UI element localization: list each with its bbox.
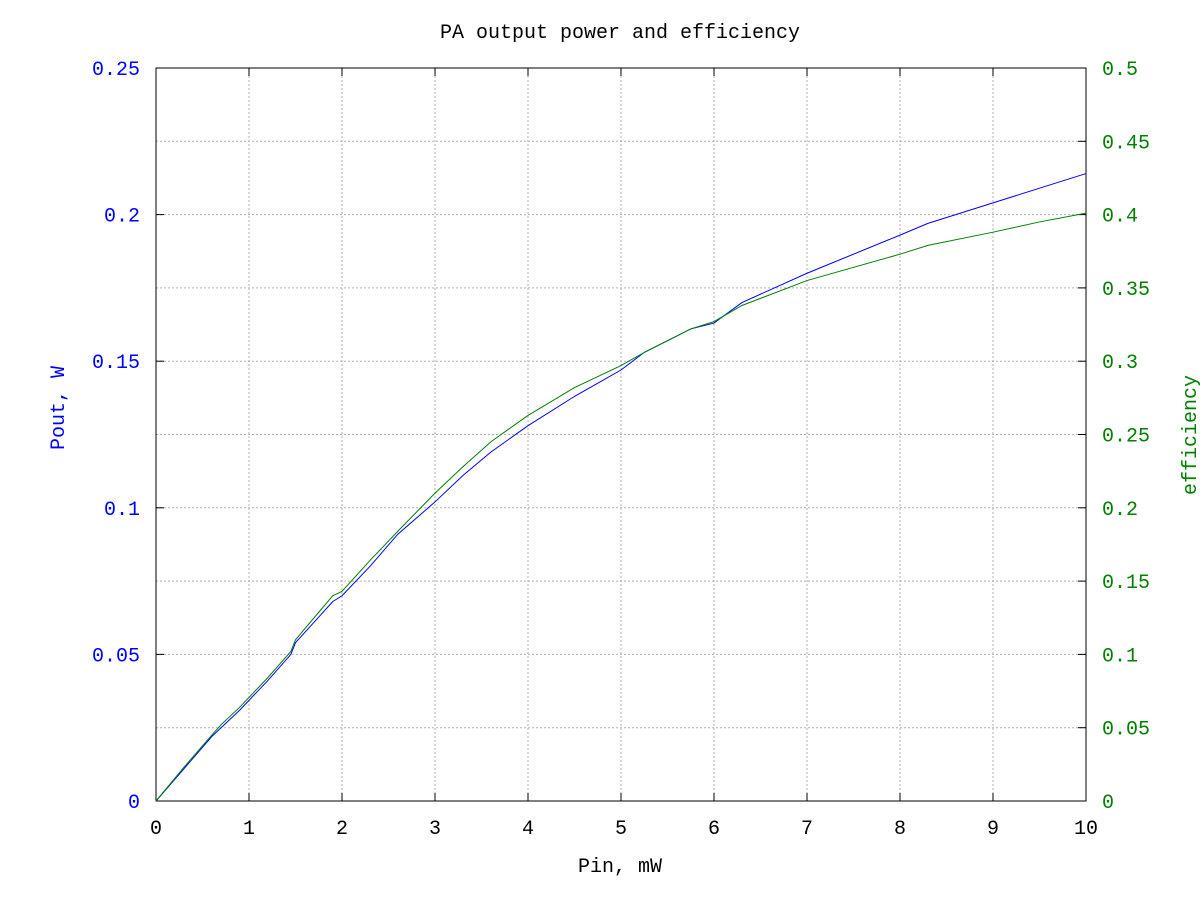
x-tick-label: 8 bbox=[894, 818, 906, 841]
y-left-axis-label: Pout, W bbox=[48, 366, 71, 450]
y-left-tick-label: 0.25 bbox=[92, 59, 140, 82]
y-left-tick-label: 0 bbox=[128, 792, 140, 815]
x-tick-labels: 0 1 2 3 4 5 6 7 8 9 10 bbox=[150, 818, 1098, 841]
y-right-tick-label: 0.1 bbox=[1102, 645, 1138, 668]
y-right-axis-label: efficiency bbox=[1180, 375, 1200, 495]
grid-lines bbox=[156, 68, 1086, 801]
efficiency-series-line bbox=[155, 212, 1087, 802]
x-tick-label: 0 bbox=[150, 818, 162, 841]
y-left-tick-labels: 0 0.05 0.1 0.15 0.2 0.25 bbox=[92, 59, 140, 815]
x-tick-label: 4 bbox=[522, 818, 534, 841]
y-left-tick-label: 0.1 bbox=[104, 499, 140, 522]
x-tick-label: 9 bbox=[987, 818, 999, 841]
y-right-tick-label: 0.25 bbox=[1102, 426, 1150, 449]
y-right-tick-label: 0.4 bbox=[1102, 206, 1138, 229]
x-tick-label: 6 bbox=[708, 818, 720, 841]
y-left-tick-label: 0.15 bbox=[92, 352, 140, 375]
series-lines bbox=[155, 173, 1087, 802]
y-right-tick-label: 0.35 bbox=[1102, 279, 1150, 302]
x-tick-label: 2 bbox=[336, 818, 348, 841]
x-tick-label: 10 bbox=[1074, 818, 1098, 841]
x-axis-label: Pin, mW bbox=[578, 856, 662, 879]
y-right-tick-labels: 0 0.05 0.1 0.15 0.2 0.25 0.3 0.35 0.4 0.45 0.5 bbox=[1102, 59, 1150, 815]
x-tick-label: 3 bbox=[429, 818, 441, 841]
y-right-tick-label: 0.05 bbox=[1102, 719, 1150, 742]
y-left-tick-label: 0.2 bbox=[104, 206, 140, 229]
y-right-tick-label: 0.5 bbox=[1102, 59, 1138, 82]
chart-title: PA output power and efficiency bbox=[440, 22, 800, 45]
y-right-tick-label: 0.15 bbox=[1102, 572, 1150, 595]
axis-ticks bbox=[155, 67, 1087, 802]
y-right-tick-label: 0.2 bbox=[1102, 499, 1138, 522]
y-right-tick-label: 0.45 bbox=[1102, 132, 1150, 155]
y-left-tick-label: 0.05 bbox=[92, 645, 140, 668]
x-tick-label: 5 bbox=[615, 818, 627, 841]
x-tick-label: 1 bbox=[243, 818, 255, 841]
y-right-tick-label: 0.3 bbox=[1102, 352, 1138, 375]
y-right-tick-label: 0 bbox=[1102, 792, 1114, 815]
x-tick-label: 7 bbox=[801, 818, 813, 841]
pout-series-line bbox=[155, 173, 1087, 802]
